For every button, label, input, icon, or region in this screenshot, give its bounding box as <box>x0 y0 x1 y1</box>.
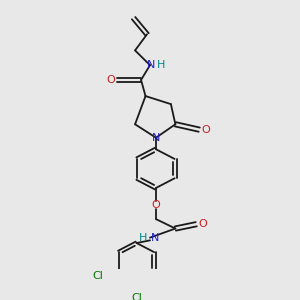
Text: Cl: Cl <box>92 271 103 281</box>
Text: O: O <box>202 125 210 135</box>
Text: O: O <box>152 200 160 210</box>
Text: N: N <box>151 233 160 243</box>
Text: O: O <box>199 219 207 229</box>
Text: O: O <box>106 75 115 85</box>
Text: H: H <box>157 60 166 70</box>
Text: Cl: Cl <box>131 293 142 300</box>
Text: N: N <box>152 133 160 143</box>
Text: H: H <box>139 233 148 243</box>
Text: N: N <box>147 60 155 70</box>
